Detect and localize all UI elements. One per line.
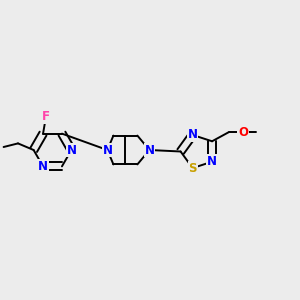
Text: N: N — [102, 143, 112, 157]
Text: O: O — [238, 126, 248, 139]
Text: N: N — [144, 143, 154, 157]
Text: N: N — [207, 155, 217, 168]
Text: N: N — [66, 143, 76, 157]
Text: N: N — [38, 160, 48, 173]
Text: F: F — [42, 110, 50, 123]
Text: S: S — [188, 161, 197, 175]
Text: N: N — [188, 128, 198, 142]
